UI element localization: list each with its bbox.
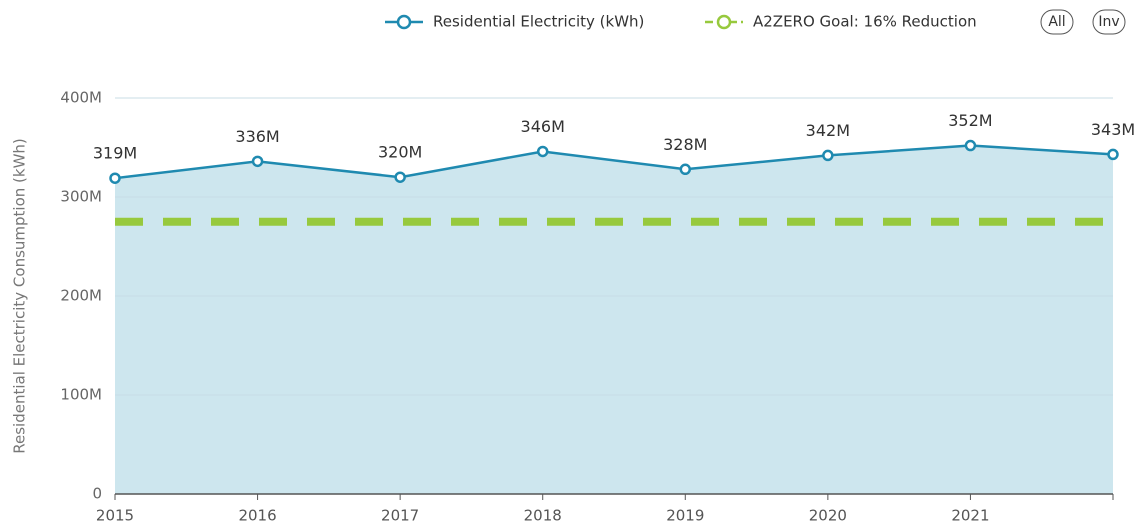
data-label: 346M (521, 117, 565, 136)
data-label: 320M (378, 143, 422, 162)
y-tick-label: 0 (92, 485, 102, 503)
button[interactable] (1092, 9, 1126, 35)
y-axis-title: Residential Electricity Consumption (kWh… (11, 138, 29, 454)
area (115, 145, 1113, 494)
x-tick-label: 2015 (96, 507, 134, 525)
x-tick-label: 2018 (524, 507, 562, 525)
point (822, 149, 834, 162)
legend-marker (716, 14, 732, 30)
x-tick-label: 2016 (238, 507, 276, 525)
y-tick-label: 300M (60, 188, 102, 206)
point (536, 145, 549, 158)
point (251, 155, 264, 168)
x-tick-label: 2021 (951, 507, 989, 525)
data-label: 352M (948, 111, 992, 130)
point (1107, 148, 1119, 161)
button-label[interactable]: Inv (1098, 14, 1119, 30)
y-tick-label: 200M (60, 287, 102, 305)
button[interactable] (1040, 9, 1074, 35)
data-label: 319M (93, 144, 137, 163)
y-tick-label: 100M (60, 386, 102, 404)
data-label: 328M (663, 135, 707, 154)
x-tick-label: 2019 (666, 507, 704, 525)
legend-marker (396, 14, 412, 30)
line (114, 144, 1114, 180)
point (964, 139, 977, 152)
data-label: 343M (1091, 120, 1135, 139)
legend-label[interactable]: Residential Electricity (kWh) (433, 13, 644, 31)
point (679, 163, 692, 176)
button-label[interactable]: All (1048, 14, 1065, 30)
legend-label[interactable]: A2ZERO Goal: 16% Reduction (753, 13, 977, 31)
point (109, 172, 121, 184)
y-tick-label: 400M (60, 89, 102, 107)
x-tick-label: 2017 (381, 507, 419, 525)
data-label: 336M (235, 127, 279, 146)
data-label: 342M (806, 121, 850, 140)
x-tick-label: 2020 (809, 507, 847, 525)
point (394, 171, 406, 183)
